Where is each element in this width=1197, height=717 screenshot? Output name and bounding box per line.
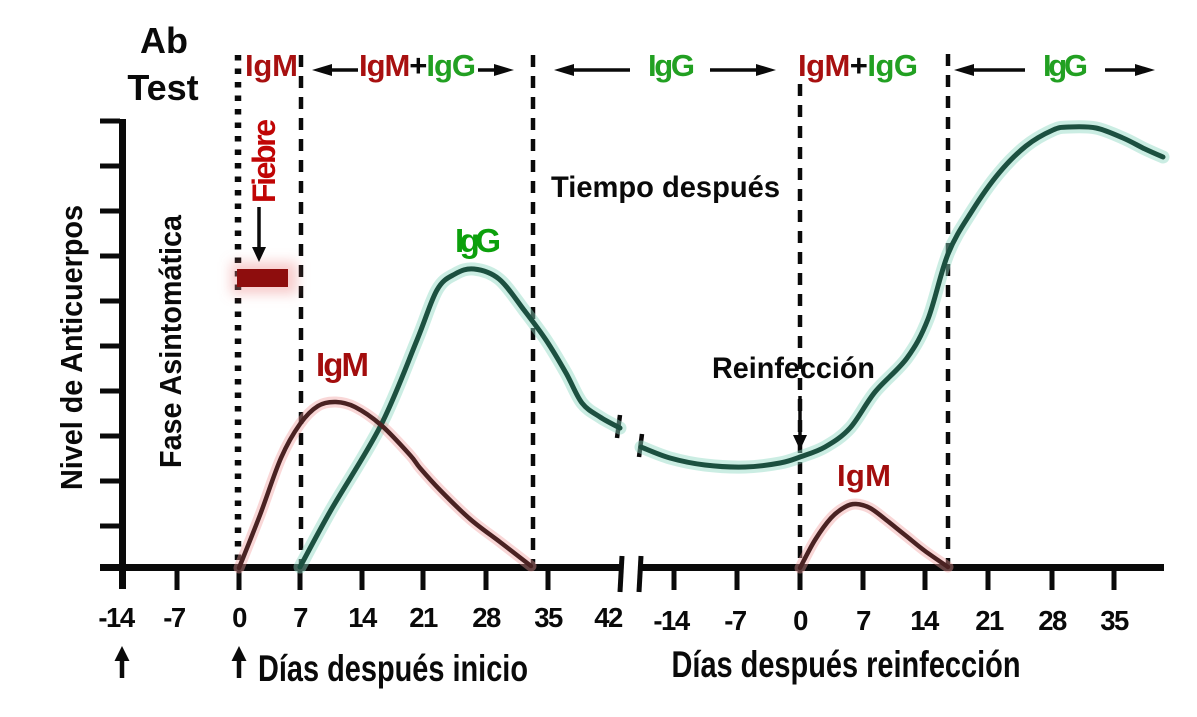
svg-text:35: 35 bbox=[534, 602, 563, 633]
svg-text:-14: -14 bbox=[98, 602, 135, 633]
svg-text:-7: -7 bbox=[163, 602, 186, 633]
svg-text:14: 14 bbox=[348, 602, 378, 633]
svg-text:7: 7 bbox=[293, 602, 308, 633]
svg-text:28: 28 bbox=[1038, 605, 1067, 636]
svg-text:Nivel de Anticuerpos: Nivel de Anticuerpos bbox=[54, 205, 89, 490]
svg-text:0: 0 bbox=[232, 602, 247, 633]
svg-text:0: 0 bbox=[793, 605, 808, 636]
svg-text:14: 14 bbox=[910, 605, 940, 636]
svg-text:Ab: Ab bbox=[140, 20, 188, 61]
svg-text:Fase Asintomática: Fase Asintomática bbox=[153, 214, 188, 468]
svg-text:21: 21 bbox=[975, 605, 1004, 636]
svg-text:Tiempo después: Tiempo después bbox=[551, 171, 780, 204]
svg-text:42: 42 bbox=[594, 602, 623, 633]
svg-text:IgG: IgG bbox=[1043, 48, 1088, 83]
svg-text:IgM: IgM bbox=[316, 346, 369, 383]
svg-text:IgM: IgM bbox=[837, 458, 891, 493]
svg-text:-14: -14 bbox=[653, 605, 690, 636]
svg-text:IgG: IgG bbox=[648, 48, 695, 83]
svg-text:IgM+IgG: IgM+IgG bbox=[798, 48, 918, 83]
svg-text:35: 35 bbox=[1100, 605, 1129, 636]
svg-text:IgM+IgG: IgM+IgG bbox=[359, 48, 476, 83]
svg-text:28: 28 bbox=[472, 602, 501, 633]
svg-text:IgM: IgM bbox=[245, 48, 298, 83]
svg-text:Días después reinfección: Días después reinfección bbox=[672, 644, 1021, 685]
svg-text:21: 21 bbox=[409, 602, 438, 633]
svg-text:IgG: IgG bbox=[455, 222, 501, 259]
svg-text:7: 7 bbox=[856, 605, 871, 636]
svg-text:Test: Test bbox=[127, 67, 198, 108]
svg-text:Reinfección: Reinfección bbox=[712, 352, 875, 385]
svg-text:-7: -7 bbox=[724, 605, 747, 636]
svg-text:Fiebre: Fiebre bbox=[246, 119, 282, 203]
svg-text:Días después inicio: Días después inicio bbox=[258, 648, 528, 689]
